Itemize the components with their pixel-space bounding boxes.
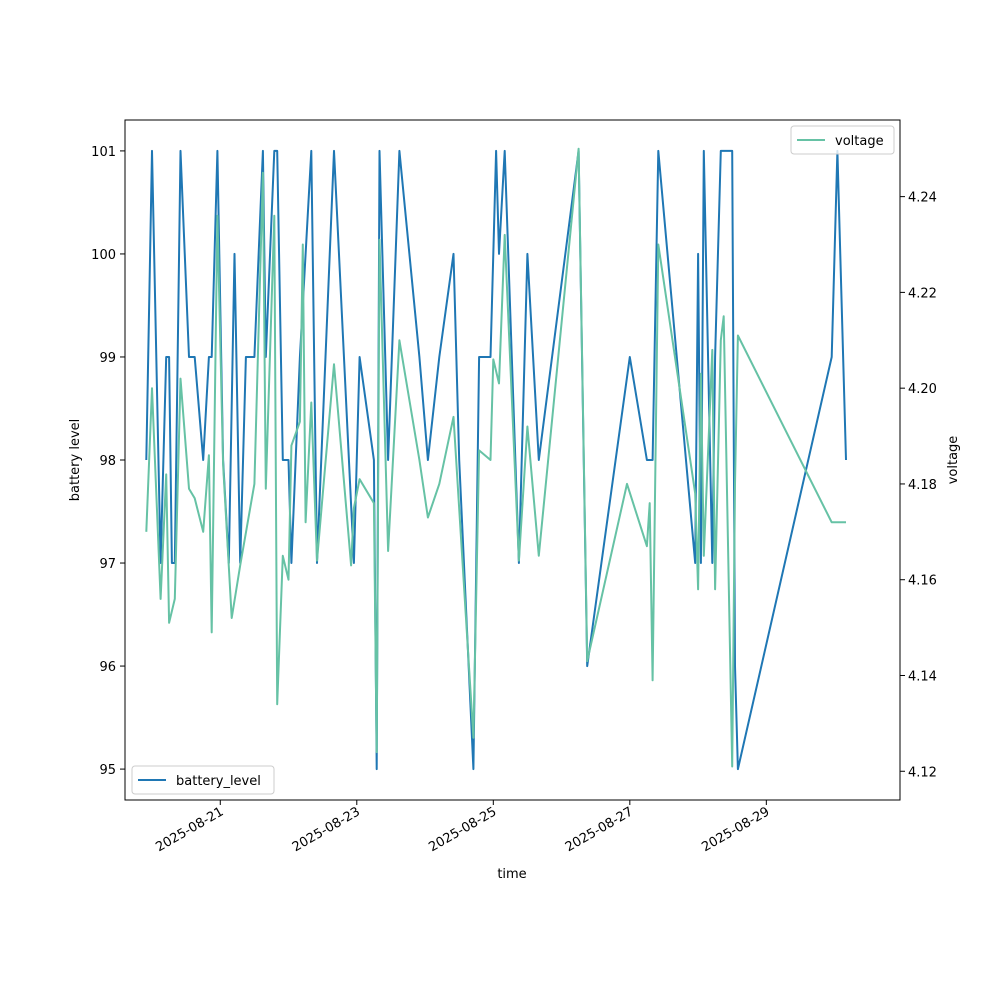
legend-box xyxy=(790,125,895,155)
left-y-tick-label: 96 xyxy=(99,660,116,675)
right-y-axis-label: voltage xyxy=(946,436,961,485)
left-y-axis-label: battery level xyxy=(68,419,83,502)
right-y-tick-label: 4.12 xyxy=(908,765,937,780)
right-y-tick-label: 4.20 xyxy=(908,382,937,397)
series-line-voltage xyxy=(145,147,846,768)
left-y-tick-label: 101 xyxy=(91,145,116,160)
left-y-tick-label: 97 xyxy=(99,557,116,572)
left-y-tick-label: 98 xyxy=(99,454,116,469)
left-y-tick-label: 100 xyxy=(91,248,116,263)
legend-label-voltage: voltage xyxy=(835,134,884,149)
right-y-tick-label: 4.14 xyxy=(908,669,937,684)
right-y-tick-label: 4.18 xyxy=(908,478,937,493)
right-y-tick-label: 4.16 xyxy=(908,574,937,589)
right-y-axis-ticks: 4.12 4.14 4.16 4.18 4.20 4.22 4.24 xyxy=(900,191,937,780)
series-line-battery-level xyxy=(145,149,847,771)
legend-box xyxy=(131,765,275,795)
left-y-tick-label: 95 xyxy=(99,763,116,778)
legend-voltage: voltage xyxy=(790,125,895,155)
left-y-axis-ticks: 95 96 97 98 99 100 101 xyxy=(91,145,125,778)
right-y-tick-label: 4.24 xyxy=(908,191,937,206)
legend-label-battery-level: battery_level xyxy=(176,774,261,789)
left-y-tick-label: 99 xyxy=(99,351,116,366)
series-layer xyxy=(145,147,847,771)
x-axis-label: time xyxy=(497,867,526,882)
legend-battery-level: battery_level xyxy=(131,765,275,795)
right-y-tick-label: 4.22 xyxy=(908,286,937,301)
